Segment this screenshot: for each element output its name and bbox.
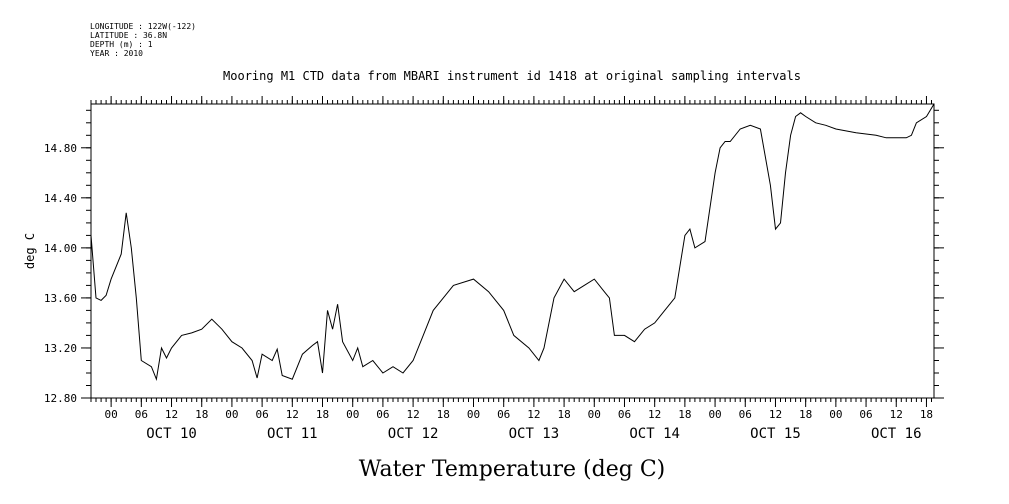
chart-title: Mooring M1 CTD data from MBARI instrumen…	[223, 69, 801, 83]
x-day-label: OCT 13	[509, 426, 560, 442]
x-tick-label: 00	[467, 408, 480, 421]
y-tick-label: 12.80	[44, 392, 77, 405]
x-tick-label: 12	[406, 408, 419, 421]
x-axis-label: Water Temperature (deg C)	[359, 457, 666, 482]
x-tick-label: 00	[829, 408, 842, 421]
x-tick-label: 00	[346, 408, 359, 421]
x-tick-label: 12	[890, 408, 903, 421]
x-tick-label: 06	[497, 408, 510, 421]
depth-label: DEPTH (m) : 1	[90, 40, 153, 49]
y-tick-labels: 12.80 13.20 13.60 14.00 14.40 14.80	[44, 142, 77, 405]
x-tick-label: 12	[527, 408, 540, 421]
x-tick-label: 00	[708, 408, 721, 421]
x-tick-label: 00	[588, 408, 601, 421]
y-tick-label: 13.20	[44, 342, 77, 355]
x-tick-label: 18	[678, 408, 691, 421]
x-day-label: OCT 11	[267, 426, 318, 442]
x-day-label: OCT 12	[388, 426, 439, 442]
x-tick-label: 06	[376, 408, 389, 421]
x-tick-labels: 00 06 12 18 00 06 12 18 00 06 12 18 00 06 12 18 00 06 12 18…	[105, 408, 934, 421]
y-tick-label: 14.40	[44, 192, 77, 205]
x-tick-label: 12	[165, 408, 178, 421]
y-tick-label: 14.00	[44, 242, 77, 255]
x-tick-label: 12	[648, 408, 661, 421]
x-day-label: OCT 14	[629, 426, 680, 442]
y-tick-label: 14.80	[44, 142, 77, 155]
axis-ticks	[81, 96, 944, 407]
x-tick-label: 06	[135, 408, 148, 421]
x-tick-label: 06	[739, 408, 752, 421]
x-tick-label: 12	[286, 408, 299, 421]
x-tick-label: 06	[859, 408, 872, 421]
x-tick-label: 18	[316, 408, 329, 421]
x-tick-label: 06	[255, 408, 268, 421]
x-tick-label: 12	[769, 408, 782, 421]
x-tick-label: 18	[799, 408, 812, 421]
x-tick-label: 00	[225, 408, 238, 421]
x-tick-label: 00	[105, 408, 118, 421]
latitude-label: LATITUDE : 36.8N	[90, 31, 168, 40]
plot-frame	[90, 103, 935, 399]
x-tick-label: 06	[618, 408, 631, 421]
x-day-labels: OCT 10 OCT 11 OCT 12 OCT 13 OCT 14 OCT 15 OCT …	[146, 426, 921, 442]
x-tick-label: 18	[195, 408, 208, 421]
y-axis-label: deg C	[23, 233, 37, 269]
x-tick-label: 18	[437, 408, 450, 421]
x-day-label: OCT 16	[871, 426, 922, 442]
x-day-label: OCT 15	[750, 426, 801, 442]
year-label: YEAR : 2010	[90, 49, 143, 58]
y-tick-label: 13.60	[44, 292, 77, 305]
series-line	[90, 103, 935, 382]
x-tick-label: 18	[557, 408, 570, 421]
x-day-label: OCT 10	[146, 426, 197, 442]
longitude-label: LONGITUDE : 122W(-122)	[90, 22, 196, 31]
x-tick-label: 18	[920, 408, 933, 421]
